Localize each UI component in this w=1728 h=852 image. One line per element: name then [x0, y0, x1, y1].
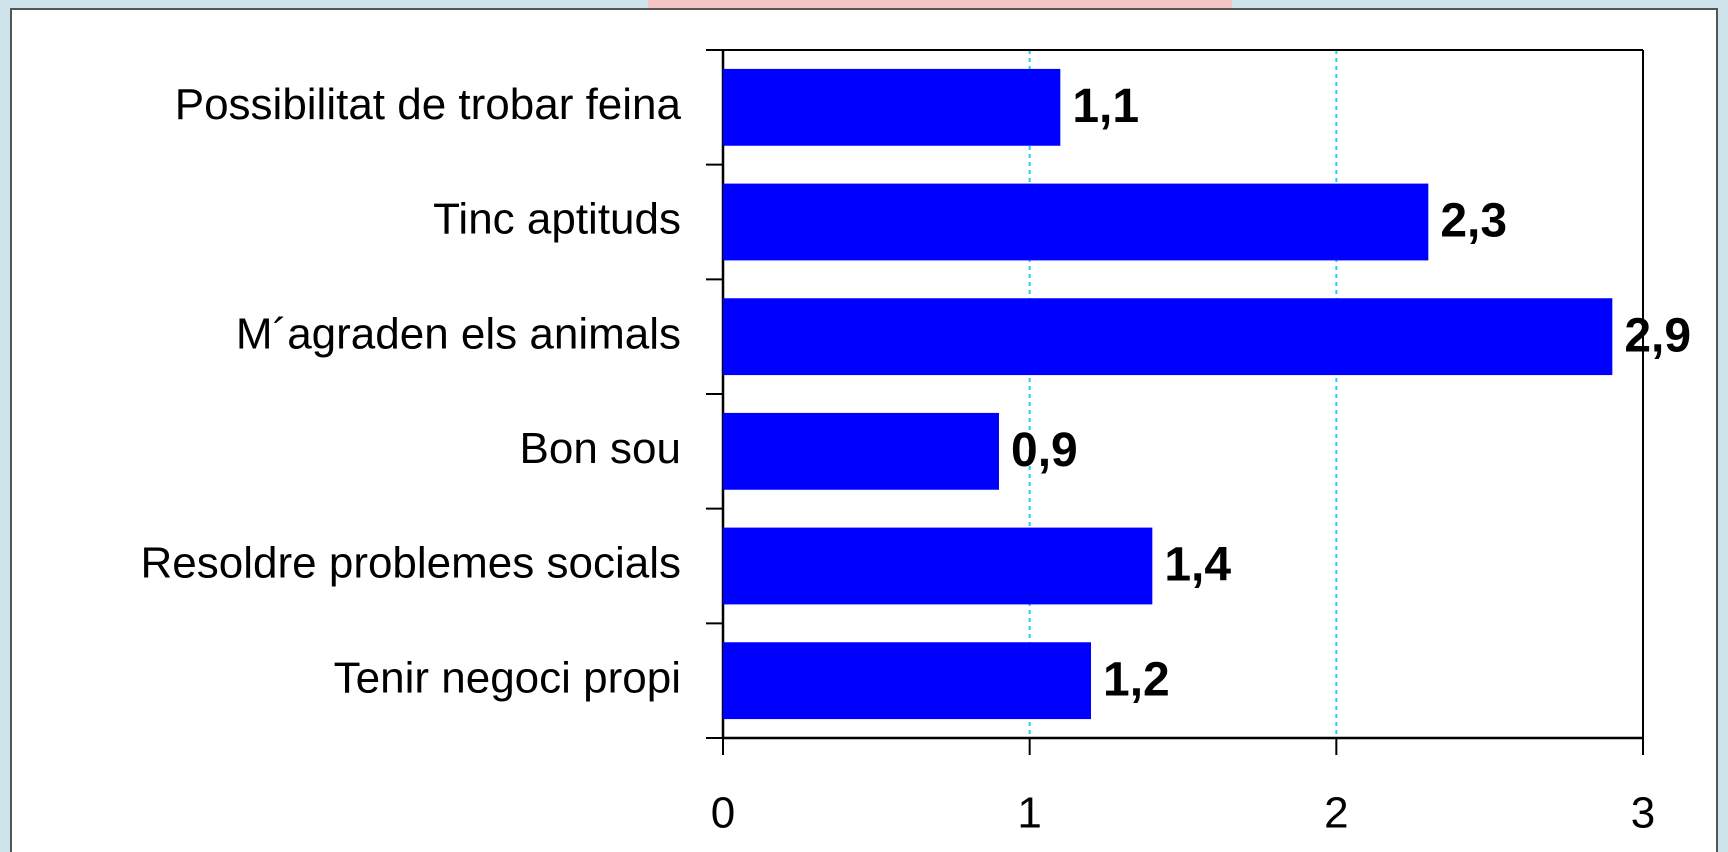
y-tick-label: Bon sou — [520, 424, 681, 473]
x-tick-label: 3 — [1631, 789, 1655, 838]
top-strip — [648, 0, 1232, 10]
x-tick-label: 1 — [1017, 789, 1041, 838]
x-tick-label: 2 — [1324, 789, 1348, 838]
bar — [723, 68, 1061, 146]
bar — [723, 642, 1091, 720]
y-tick-label: M´agraden els animals — [236, 309, 681, 358]
data-label: 2,3 — [1440, 195, 1507, 248]
y-tick-label: Possibilitat de trobar feina — [175, 80, 682, 129]
bar — [723, 527, 1153, 605]
y-tick-label: Resoldre problemes socials — [141, 539, 681, 588]
bar — [723, 183, 1429, 261]
bar — [723, 412, 999, 490]
y-tick-label: Tenir negoci propi — [334, 653, 681, 702]
data-label: 2,9 — [1624, 309, 1691, 362]
bar — [723, 298, 1613, 376]
data-label: 1,4 — [1164, 539, 1231, 592]
x-tick-label: 0 — [711, 789, 735, 838]
y-tick-label: Tinc aptituds — [433, 195, 681, 244]
data-label: 1,2 — [1103, 653, 1170, 706]
data-label: 1,1 — [1072, 80, 1139, 133]
data-label: 0,9 — [1011, 424, 1078, 477]
